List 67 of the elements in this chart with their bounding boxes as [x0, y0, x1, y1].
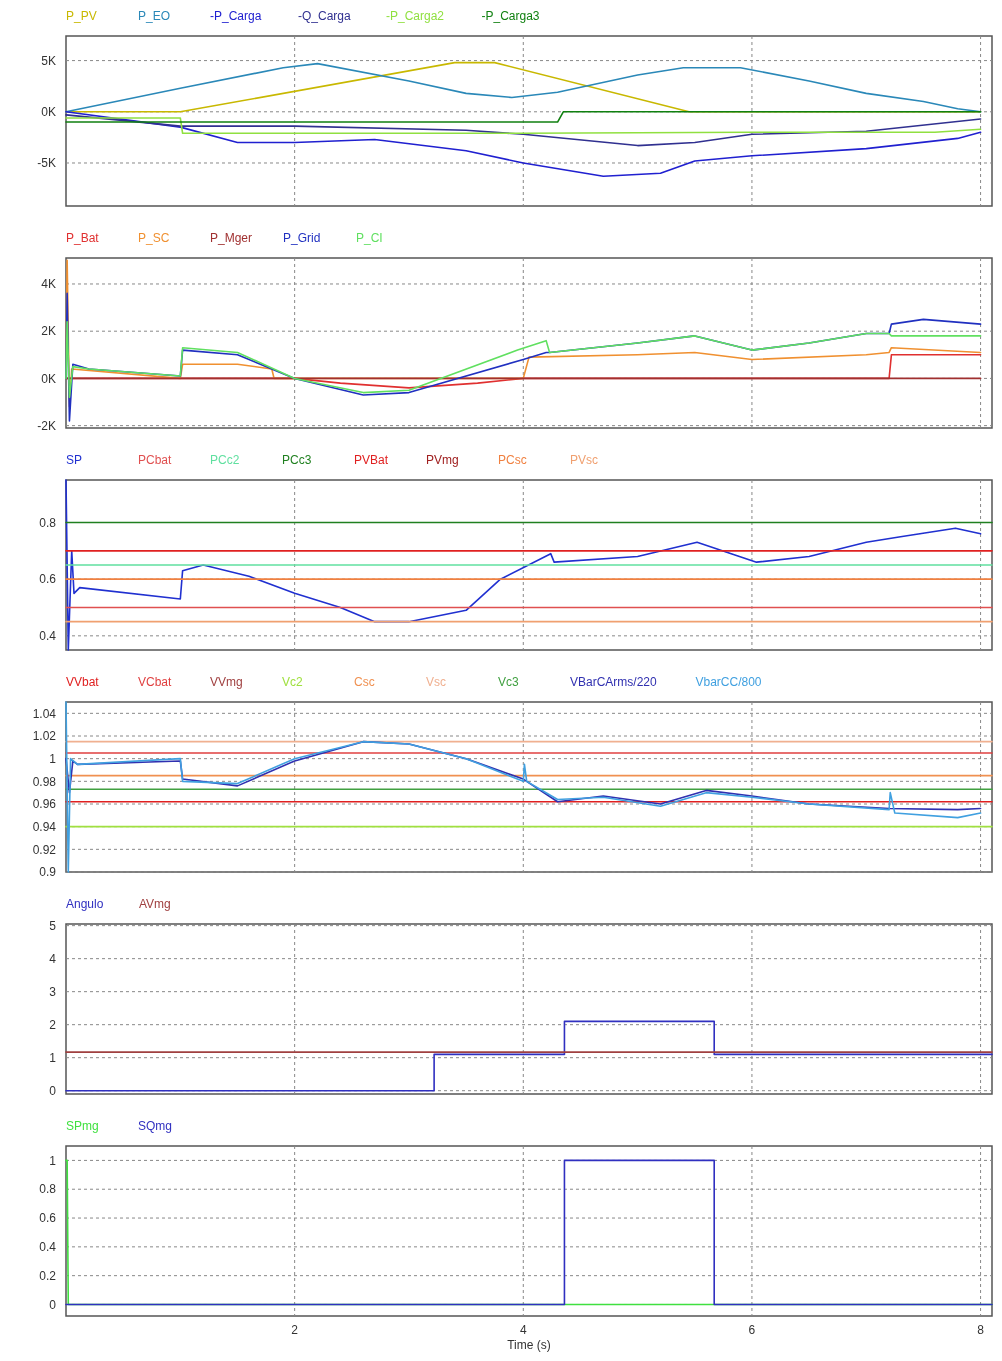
y-tick-label: 1.02 — [32, 729, 57, 744]
text: Vc2 — [282, 675, 303, 689]
text: PCbat — [138, 453, 173, 467]
legend-label: VVmg — [210, 675, 243, 689]
y-tick-label: 0 — [49, 1083, 57, 1098]
y-tick-label: 0K — [41, 104, 56, 119]
text: Csc — [354, 675, 375, 689]
text: VVbat — [66, 675, 100, 689]
y-tick-label: 5 — [49, 918, 57, 933]
text: Vsc — [426, 675, 447, 689]
text: P_Bat — [66, 231, 100, 245]
y-tick-label: 0.9 — [39, 865, 57, 880]
y-tick-label: 1 — [49, 1153, 57, 1168]
y-tick-label: 0.4 — [39, 1240, 57, 1255]
text: AVmg — [139, 897, 171, 911]
y-tick-label: 0.96 — [32, 797, 57, 812]
text: PCsc — [498, 453, 527, 467]
x-tick-label: 8 — [977, 1323, 985, 1337]
text: VbarCC/800 — [695, 675, 762, 689]
text: PVBat — [354, 453, 389, 467]
y-tick-label: 2 — [49, 1017, 57, 1032]
text: PCc3 — [282, 453, 312, 467]
y-tick-label: 4K — [41, 277, 56, 292]
y-tick-label: 0 — [49, 1297, 57, 1312]
text: P_Mger — [210, 231, 253, 245]
x-tick-label: 2 — [291, 1323, 299, 1337]
text: VCbat — [138, 675, 173, 689]
y-tick-label: 0.6 — [39, 572, 57, 587]
y-tick-label: 3 — [49, 984, 57, 999]
text: P_SC — [138, 231, 170, 245]
y-tick-label: 0.8 — [39, 515, 57, 530]
y-tick-label: 0.98 — [32, 774, 57, 789]
text: VBarCArms/220 — [570, 675, 658, 689]
text: SPmg — [66, 1119, 99, 1133]
y-tick-label: 1 — [49, 1050, 57, 1065]
series-label: SP — [66, 453, 83, 467]
y-tick-label: 4 — [49, 951, 57, 966]
text: P_EO — [138, 9, 171, 23]
y-tick-label: 0.94 — [32, 819, 57, 834]
y-tick-label: 1 — [49, 751, 57, 766]
text: -P_Carga — [210, 9, 262, 23]
text: Angulo — [66, 897, 104, 911]
y-tick-label: 0.2 — [39, 1268, 57, 1283]
text: Vc3 — [498, 675, 519, 689]
text: P_CI — [356, 231, 383, 245]
text: SQmg — [138, 1119, 173, 1133]
y-tick-label: 0K — [41, 371, 56, 386]
y-tick-label: 1.04 — [32, 706, 57, 721]
text: -Q_Carga — [298, 9, 352, 23]
y-tick-label: 0.92 — [32, 842, 57, 857]
x-tick-label: 4 — [519, 1323, 527, 1337]
x-tick-label: 6 — [748, 1323, 756, 1337]
y-tick-label: 5K — [41, 53, 56, 68]
x-axis-title: Time (s) — [507, 1338, 551, 1352]
y-tick-label: 2K — [41, 324, 56, 339]
y-tick-label: -2K — [37, 418, 56, 433]
legend-label: PVmg — [426, 453, 459, 467]
text: P_PV — [66, 9, 97, 23]
text: P_Grid — [283, 231, 321, 245]
y-tick-label: 0.8 — [39, 1182, 57, 1197]
y-tick-label: -5K — [37, 156, 56, 171]
text: PVsc — [570, 453, 599, 467]
text: PCc2 — [210, 453, 240, 467]
y-tick-label: 0.6 — [39, 1211, 57, 1226]
y-tick-label: 0.4 — [39, 629, 57, 644]
text: -P_Carga2 — [386, 9, 445, 23]
text: -P_Carga3 — [481, 9, 540, 23]
